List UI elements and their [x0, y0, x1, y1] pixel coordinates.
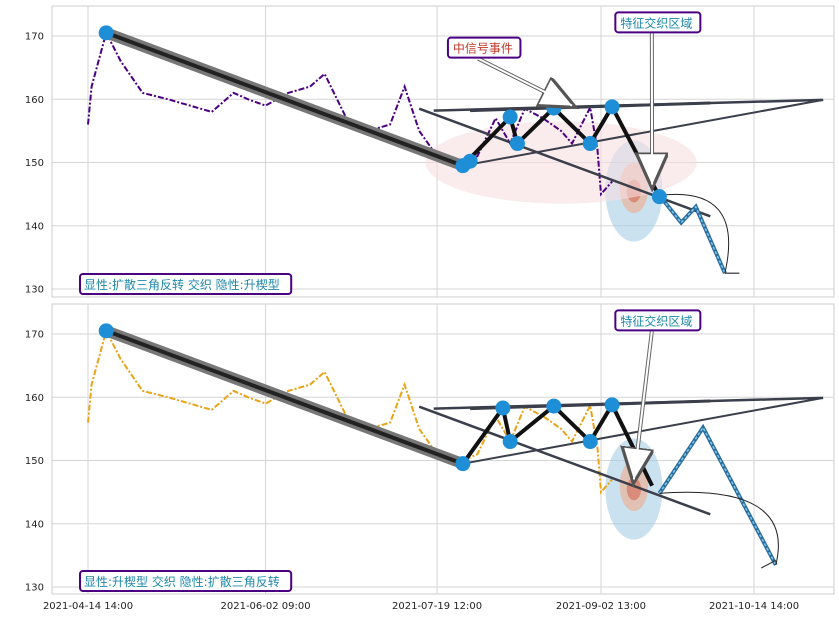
curved-projection-arrow: [659, 491, 779, 565]
pivot-point: [582, 136, 598, 152]
annotation-label: 特征交织区域: [620, 313, 692, 328]
projection-line-inner: [658, 426, 777, 566]
y-tick-label: 150: [25, 158, 44, 169]
curved-projection-arrow: [659, 193, 730, 274]
x-tick-label: 2021-06-02 09:00: [221, 601, 311, 612]
pattern-legend-text: 显性:升楔型 交织 隐性:扩散三角反转: [84, 574, 280, 589]
pivot-point: [546, 100, 562, 116]
annotation-arrow-inner: [477, 57, 573, 107]
pivot-point: [455, 456, 471, 472]
pattern-legend-box: [79, 273, 293, 295]
annotation-label: 中信号事件: [453, 41, 513, 56]
pattern-legend-box: [79, 570, 293, 592]
trend-line: [105, 30, 464, 168]
y-tick-label: 140: [25, 519, 44, 530]
pivot-point: [651, 189, 667, 205]
y-tick-label: 160: [25, 95, 44, 106]
pivot-point: [546, 398, 562, 414]
pivot-point: [509, 136, 525, 152]
y-tick-label: 140: [25, 221, 44, 232]
wedge-bottom-line: [462, 396, 824, 465]
plot-area: [51, 303, 835, 595]
lower-boundary-line: [418, 405, 711, 516]
y-tick-label: 170: [25, 330, 44, 341]
pivot-point: [582, 434, 598, 450]
annotation-label: 特征交织区域: [620, 15, 692, 30]
annotation-box: [446, 36, 522, 59]
upper-boundary-line: [470, 101, 711, 113]
y-tick-label: 160: [25, 393, 44, 404]
annotation-box: [614, 11, 702, 34]
x-tick-label: 2021-07-19 12:00: [392, 601, 482, 612]
annotation-box: [614, 309, 702, 332]
price-line: [87, 328, 613, 495]
pivot-point: [495, 400, 511, 416]
y-tick-label: 170: [25, 32, 44, 43]
x-tick-label: 2021-04-14 14:00: [43, 601, 133, 612]
pivot-point: [98, 25, 114, 41]
projection-bracket: [761, 559, 777, 569]
pivot-point: [502, 434, 518, 450]
trend-line: [105, 328, 464, 466]
pivot-point: [98, 323, 114, 339]
pivot-point: [604, 99, 620, 115]
price-line: [87, 30, 613, 197]
y-tick-label: 130: [25, 285, 44, 296]
pivot-point: [502, 109, 518, 125]
pivot-point: [462, 153, 478, 169]
pivot-point: [604, 397, 620, 413]
y-tick-label: 130: [25, 583, 44, 594]
projection-line-inner: [658, 194, 726, 274]
pattern-legend-text: 显性:扩散三角反转 交织 隐性:升楔型: [84, 277, 280, 292]
x-tick-label: 2021-09-02 13:00: [556, 601, 646, 612]
y-tick-label: 150: [25, 456, 44, 467]
wedge-bottom-line: [462, 98, 824, 167]
x-tick-label: 2021-10-14 14:00: [709, 601, 799, 612]
annotation-arrow-inner: [632, 331, 653, 480]
